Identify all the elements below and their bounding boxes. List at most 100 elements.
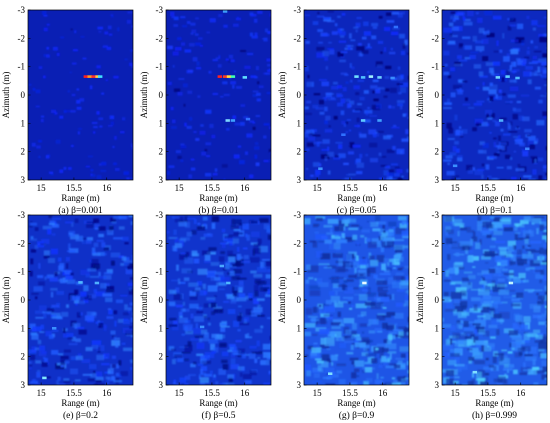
speckle bbox=[376, 343, 387, 349]
speckle bbox=[226, 128, 230, 131]
speckle bbox=[451, 281, 462, 285]
speckle bbox=[508, 364, 515, 368]
speckle bbox=[501, 77, 505, 82]
target-spot bbox=[390, 76, 395, 80]
speckle bbox=[90, 373, 98, 378]
speckle bbox=[76, 99, 81, 104]
speckle bbox=[447, 162, 450, 166]
speckle bbox=[32, 379, 36, 383]
speckle bbox=[166, 231, 170, 234]
speckle bbox=[312, 134, 321, 137]
speckle bbox=[532, 27, 536, 31]
speckle bbox=[528, 62, 538, 64]
speckle bbox=[538, 99, 543, 104]
speckle bbox=[502, 93, 506, 96]
speckle bbox=[461, 384, 468, 385]
speckle bbox=[459, 225, 464, 228]
speckle bbox=[345, 262, 351, 269]
speckle bbox=[254, 290, 259, 297]
y-tick-label: -1 bbox=[156, 62, 164, 72]
speckle bbox=[485, 109, 493, 115]
speckle bbox=[128, 215, 133, 218]
speckle bbox=[528, 289, 534, 293]
speckle bbox=[34, 383, 43, 385]
speckle bbox=[496, 166, 504, 169]
speckle bbox=[382, 232, 392, 237]
speckle bbox=[464, 57, 471, 60]
speckle bbox=[212, 375, 217, 381]
speckle bbox=[365, 153, 369, 157]
y-tick-label: 3 bbox=[297, 175, 302, 185]
speckle bbox=[475, 45, 485, 51]
speckle bbox=[392, 226, 396, 229]
speckle bbox=[181, 333, 185, 336]
speckle bbox=[466, 164, 473, 171]
speckle bbox=[457, 231, 460, 237]
speckle bbox=[250, 270, 257, 274]
speckle bbox=[373, 98, 379, 102]
speckle bbox=[338, 144, 343, 149]
speckle bbox=[51, 304, 56, 309]
speckle bbox=[463, 327, 474, 335]
x-tick-label: 16 bbox=[240, 388, 250, 398]
speckle bbox=[359, 323, 368, 327]
speckle bbox=[346, 119, 351, 121]
speckle bbox=[475, 87, 480, 90]
speckle bbox=[213, 374, 216, 378]
speckle bbox=[98, 163, 102, 166]
speckle bbox=[524, 354, 533, 357]
speckle bbox=[81, 359, 91, 363]
speckle bbox=[462, 80, 468, 83]
speckle bbox=[484, 251, 495, 257]
speckle bbox=[493, 301, 503, 305]
speckle bbox=[375, 348, 379, 351]
speckle bbox=[129, 62, 133, 66]
speckle bbox=[66, 332, 74, 338]
speckle bbox=[402, 245, 409, 249]
target-spot bbox=[362, 281, 367, 285]
speckle bbox=[263, 352, 271, 358]
speckle bbox=[544, 378, 547, 380]
panel-caption: (f) β=0.5 bbox=[202, 410, 236, 421]
speckle bbox=[450, 11, 458, 14]
speckle bbox=[304, 132, 309, 138]
x-tick-label: 16 bbox=[378, 388, 388, 398]
speckle bbox=[523, 316, 531, 323]
speckle bbox=[388, 229, 395, 237]
speckle bbox=[478, 71, 484, 77]
speckle bbox=[493, 217, 500, 222]
speckle bbox=[511, 346, 515, 351]
speckle bbox=[386, 241, 395, 247]
target-spot bbox=[199, 325, 205, 329]
speckle bbox=[39, 305, 47, 311]
speckle bbox=[538, 342, 547, 350]
speckle bbox=[200, 45, 203, 47]
speckle bbox=[345, 81, 349, 84]
speckle bbox=[535, 370, 544, 374]
speckle bbox=[215, 57, 220, 59]
speckle bbox=[406, 325, 409, 328]
speckle bbox=[541, 374, 547, 380]
speckle bbox=[179, 346, 189, 348]
speckle bbox=[532, 366, 540, 371]
speckle bbox=[257, 81, 260, 85]
speckle bbox=[54, 271, 58, 276]
speckle bbox=[65, 275, 73, 280]
y-tick-label: 3 bbox=[21, 175, 26, 185]
speckle bbox=[113, 380, 122, 383]
speckle bbox=[113, 215, 122, 219]
speckle bbox=[452, 84, 462, 90]
speckle bbox=[332, 287, 339, 290]
speckle bbox=[396, 169, 403, 174]
speckle bbox=[522, 151, 529, 157]
x-tick-label: 16 bbox=[516, 388, 526, 398]
speckle bbox=[193, 219, 197, 225]
speckle bbox=[367, 357, 373, 363]
speckle bbox=[266, 260, 271, 267]
speckle bbox=[355, 255, 359, 261]
speckle bbox=[376, 373, 379, 380]
speckle bbox=[509, 86, 519, 91]
target-spot bbox=[242, 76, 247, 79]
speckle bbox=[31, 346, 37, 353]
speckle bbox=[83, 285, 89, 291]
